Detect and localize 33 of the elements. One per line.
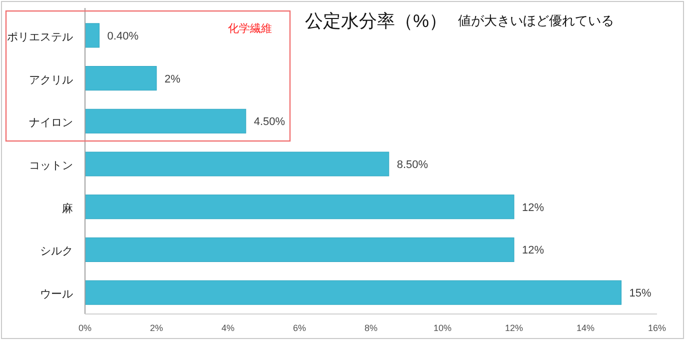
y-tick-label: シルク: [40, 246, 73, 258]
y-tick-label: 麻: [62, 202, 73, 215]
y-tick-label: ナイロン: [29, 117, 73, 130]
bar: [84, 108, 246, 134]
x-tick-label: 8%: [364, 323, 378, 333]
x-tick-label: 0%: [78, 323, 92, 333]
bar: [84, 280, 622, 305]
chart-subtitle: 値が大きいほど優れている: [458, 13, 614, 28]
data-label: 8.50%: [396, 159, 428, 171]
y-tick-label: コットン: [29, 160, 73, 172]
x-tick-label: 2%: [150, 323, 164, 333]
bar: [84, 194, 514, 220]
data-label: 0.40%: [107, 30, 139, 42]
y-tick-label: ポリエステル: [7, 31, 73, 44]
data-label: 2%: [164, 73, 181, 86]
x-tick-label: 6%: [292, 323, 306, 333]
x-tick-label: 4%: [221, 323, 235, 333]
data-label: 4.50%: [254, 116, 286, 128]
bar: [84, 237, 514, 262]
bar: [84, 152, 390, 176]
bar: [84, 66, 157, 91]
x-tick-label: 14%: [576, 323, 595, 333]
data-label: 12%: [522, 202, 544, 214]
x-tick-label: 10%: [433, 323, 452, 333]
annotation: 化学繊維: [228, 22, 272, 35]
chart-title: 公定水分率（%）: [305, 11, 448, 31]
data-label: 12%: [522, 244, 544, 257]
y-tick-label: ウール: [40, 288, 73, 301]
y-tick-label: アクリル: [29, 74, 73, 86]
data-label: 15%: [629, 288, 652, 300]
x-tick-label: 12%: [504, 323, 524, 333]
x-tick-label: 16%: [648, 323, 666, 333]
bar: [84, 23, 100, 48]
